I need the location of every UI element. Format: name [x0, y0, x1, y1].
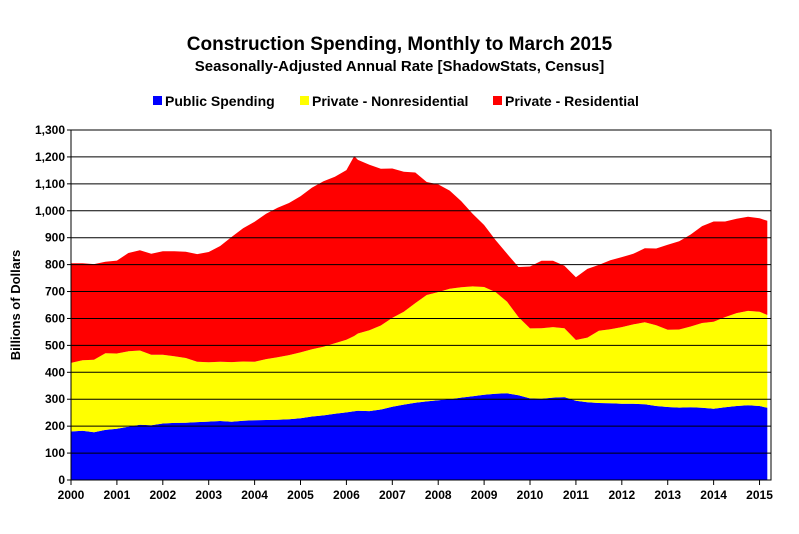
stacked-areas	[71, 156, 768, 480]
legend-swatch	[153, 96, 162, 105]
chart-legend: Public Spending Private - Nonresidential P…	[153, 93, 639, 109]
x-tick-label: 2007	[379, 488, 406, 502]
y-axis-title: Billions of Dollars	[8, 250, 23, 361]
x-tick-label: 2009	[471, 488, 498, 502]
x-tick-label: 2001	[104, 488, 131, 502]
legend-label: Public Spending	[165, 93, 275, 109]
x-tick-label: 2012	[608, 488, 635, 502]
x-tick-label: 2004	[241, 488, 268, 502]
chart-subtitle: Seasonally-Adjusted Annual Rate [ShadowS…	[194, 58, 605, 75]
legend-swatch	[300, 96, 309, 105]
x-tick-label: 2013	[654, 488, 681, 502]
legend-swatch	[493, 96, 502, 105]
y-tick-label: 700	[45, 285, 65, 299]
y-tick-label: 1,100	[35, 177, 65, 191]
y-tick-label: 1,000	[35, 204, 65, 218]
x-tick-label: 2008	[425, 488, 452, 502]
y-tick-label: 200	[45, 419, 65, 433]
y-tick-label: 400	[45, 365, 65, 379]
y-tick-label: 900	[45, 231, 65, 245]
y-tick-label: 500	[45, 338, 65, 352]
x-tick-label: 2005	[287, 488, 314, 502]
x-tick-label: 2015	[746, 488, 773, 502]
x-tick-label: 2011	[563, 488, 589, 502]
x-tick-label: 2006	[333, 488, 360, 502]
y-tick-label: 0	[58, 473, 65, 487]
legend-label: Private - Residential	[505, 93, 639, 109]
area-series-2	[71, 286, 768, 433]
x-tick-label: 2010	[517, 488, 544, 502]
x-tick-label: 2014	[700, 488, 727, 502]
y-tick-label: 600	[45, 311, 65, 325]
y-tick-label: 800	[45, 258, 65, 272]
y-tick-label: 300	[45, 392, 65, 406]
area-series-1	[71, 393, 768, 480]
y-tick-label: 1,200	[35, 150, 65, 164]
axes	[70, 129, 772, 481]
y-tick-label: 100	[45, 446, 65, 460]
chart-title: Construction Spending, Monthly to March …	[186, 34, 613, 55]
plot-border	[70, 129, 772, 481]
x-tick-label: 2003	[195, 488, 222, 502]
y-tick-label: 1,300	[35, 123, 65, 137]
legend-label: Private - Nonresidential	[312, 93, 468, 109]
x-tick-labels: 2000 2001 2002 2003 2004 2005 2006 2007 2008 2009…	[58, 480, 773, 502]
y-tick-labels: 0 100 200 300 400 500 600 700 800 900 1,000 1,100 1,…	[35, 123, 71, 487]
x-tick-label: 2002	[149, 488, 176, 502]
gridlines	[71, 129, 771, 454]
area-series-3	[71, 156, 768, 363]
x-tick-label: 2000	[58, 488, 85, 502]
